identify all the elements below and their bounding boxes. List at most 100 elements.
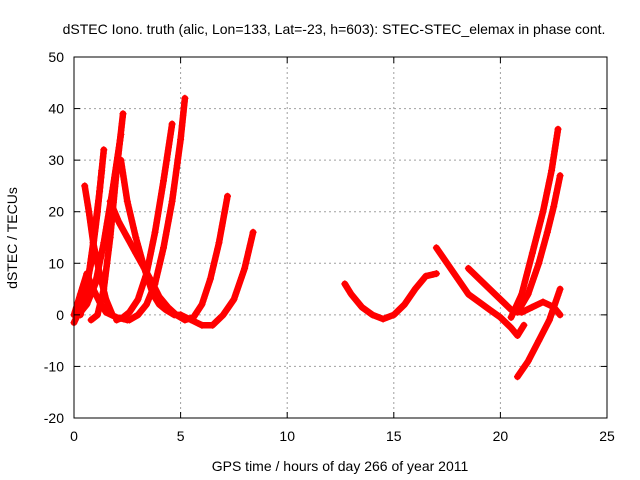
data-point: [528, 249, 536, 257]
data-point: [134, 295, 142, 303]
plus-marker: [529, 278, 536, 286]
plus-marker: [210, 262, 217, 269]
plus-marker: [549, 307, 556, 314]
plus-marker: [95, 308, 102, 315]
data-point: [91, 280, 99, 288]
data-point: [524, 357, 532, 365]
data-point: [215, 239, 223, 247]
data-point: [224, 192, 231, 200]
plus-marker: [145, 257, 153, 265]
plus-marker: [203, 288, 210, 295]
data-point: [164, 303, 172, 311]
plus-marker: [231, 293, 239, 300]
plus-marker: [246, 245, 253, 252]
data-point: [520, 321, 528, 329]
data-series: [125, 94, 189, 324]
plus-marker: [543, 232, 550, 239]
plus-marker: [242, 258, 250, 266]
x-tick-labels: 0 5 10 15 20 25: [70, 428, 615, 444]
plus-marker: [372, 313, 380, 320]
data-point: [125, 308, 133, 316]
series-layer: [70, 94, 564, 381]
plus-marker: [551, 301, 558, 308]
data-series: [432, 244, 528, 339]
plus-marker: [551, 196, 559, 203]
data-point: [341, 280, 349, 288]
plus-marker: [129, 221, 136, 228]
plus-marker: [549, 206, 557, 213]
plus-marker: [526, 259, 534, 266]
data-series: [514, 285, 564, 381]
data-point: [198, 321, 206, 329]
x-tick-label: 5: [177, 428, 185, 444]
plus-marker: [96, 302, 104, 309]
plus-marker: [105, 302, 112, 309]
plus-marker: [528, 252, 535, 260]
plus-marker: [124, 201, 132, 208]
data-point: [556, 311, 564, 319]
data-point: [486, 285, 494, 293]
plus-marker: [90, 284, 98, 291]
plus-marker: [147, 291, 154, 298]
plus-marker: [96, 258, 104, 265]
plus-marker: [555, 179, 562, 186]
plus-marker: [128, 214, 135, 221]
plus-marker: [127, 211, 134, 218]
plus-marker: [159, 247, 166, 255]
plus-marker: [204, 285, 211, 292]
plus-marker: [244, 252, 251, 259]
plus-marker: [87, 291, 95, 298]
plus-marker: [126, 208, 133, 215]
plus-marker: [534, 227, 542, 234]
data-point: [177, 136, 185, 143]
y-tick-label: 20: [48, 204, 64, 220]
plus-marker: [523, 272, 530, 279]
plus-marker: [545, 222, 553, 230]
plus-marker: [534, 263, 541, 270]
plus-marker: [125, 204, 133, 212]
plus-marker: [530, 246, 537, 253]
plus-marker: [139, 283, 146, 290]
plus-marker: [135, 293, 143, 300]
plus-marker: [556, 175, 563, 183]
plus-marker: [97, 298, 104, 306]
y-tick-labels: -20 -10 0 10 20 30 40 50: [44, 49, 64, 426]
plus-marker: [539, 211, 546, 219]
plus-marker: [208, 269, 216, 276]
plus-marker: [552, 298, 559, 305]
data-point: [369, 311, 376, 319]
data-series: [177, 228, 257, 329]
data-point: [100, 239, 108, 247]
data-point: [443, 259, 451, 267]
data-point: [106, 197, 114, 205]
plus-marker: [547, 313, 554, 321]
plus-marker: [249, 232, 256, 239]
plus-marker: [116, 315, 123, 322]
plus-marker: [148, 245, 155, 252]
plus-marker: [248, 235, 255, 243]
plus-marker: [235, 283, 242, 291]
data-point: [96, 187, 104, 195]
data-point: [117, 130, 125, 138]
plus-marker: [95, 305, 103, 312]
series-track: [341, 270, 440, 323]
y-axis-label: dSTEC / TECUs: [4, 187, 20, 289]
plus-marker: [167, 208, 174, 215]
data-point: [94, 311, 101, 319]
data-point: [108, 187, 116, 195]
plus-marker: [540, 205, 547, 212]
x-tick-label: 10: [279, 428, 295, 444]
x-tick-label: 25: [599, 428, 615, 444]
data-point: [119, 110, 127, 118]
plus-marker: [387, 313, 394, 320]
data-point: [209, 321, 217, 329]
plus-marker: [524, 268, 531, 276]
data-point: [83, 301, 91, 308]
data-point: [100, 146, 108, 154]
plus-marker: [546, 176, 553, 184]
plus-marker: [530, 275, 537, 282]
plus-marker: [237, 277, 244, 284]
data-point: [100, 285, 108, 293]
y-tick-label: 0: [56, 307, 64, 323]
plus-marker: [205, 282, 212, 289]
